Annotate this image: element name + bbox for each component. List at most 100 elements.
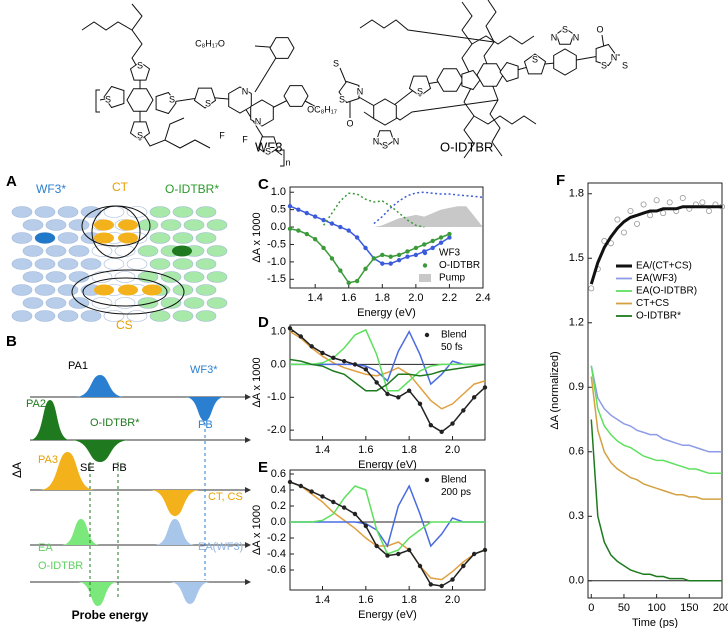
point (397, 552, 401, 556)
atom-label: S (417, 86, 423, 96)
y-tick-label: 0.2 (271, 500, 286, 512)
decor (184, 298, 204, 309)
decor (500, 63, 518, 82)
decor (35, 285, 55, 296)
atom-label: C₈H₁₇O (195, 38, 225, 48)
atom-label: S (339, 94, 345, 104)
decor (173, 311, 193, 322)
point (483, 548, 487, 552)
atom-label: N (573, 32, 580, 42)
decor (46, 272, 66, 283)
point (414, 246, 418, 250)
point (332, 500, 336, 504)
annotation: 200 ps (441, 487, 471, 498)
decor (92, 272, 112, 283)
y-tick-label: 0.6 (569, 446, 584, 458)
point (621, 230, 626, 235)
point (381, 262, 385, 266)
atom-label: N (255, 116, 262, 126)
point (462, 564, 466, 568)
y-axis-label: ΔA x 1000 (251, 212, 263, 262)
point (364, 368, 368, 372)
decor (173, 233, 193, 244)
x-tick-label: 1.8 (402, 594, 417, 606)
y-tick-label: -1.5 (267, 273, 286, 285)
annotation: 50 fs (441, 342, 463, 353)
decor (58, 207, 78, 218)
decor (46, 298, 66, 309)
atom-label: S (265, 146, 271, 156)
label: CS (116, 318, 133, 332)
y-tick-label: 0.0 (271, 516, 286, 528)
decor (23, 272, 43, 283)
point (451, 578, 455, 582)
atom-label: N (373, 136, 380, 146)
point (406, 250, 410, 254)
panel-label: B (6, 333, 17, 350)
point (634, 221, 639, 226)
axis-label: ΔA (10, 462, 24, 478)
decor (245, 437, 251, 443)
decor (140, 130, 210, 148)
decor (58, 259, 78, 270)
x-axis-label: Time (ps) (632, 617, 678, 628)
x-tick-label: 100 (647, 602, 665, 614)
label: O-IDTBR* (90, 417, 140, 429)
decor (35, 311, 55, 322)
decor (474, 116, 536, 124)
legend-label: Pump (439, 273, 466, 284)
decor (207, 220, 227, 231)
point (700, 200, 705, 205)
point (321, 495, 325, 499)
atom-label: S (333, 58, 339, 68)
decor (94, 220, 114, 231)
x-tick-label: 1.4 (315, 594, 330, 606)
decor (35, 233, 55, 244)
x-axis-label: Energy (eV) (357, 307, 416, 319)
point (353, 512, 357, 516)
y-tick-label: 1.8 (569, 188, 584, 200)
label: SE (80, 462, 95, 474)
decor (196, 259, 216, 270)
x-tick-label: 2.0 (445, 444, 460, 456)
point (297, 229, 301, 233)
atom-label: S (601, 60, 607, 70)
point (299, 335, 303, 339)
label: EA (38, 542, 53, 554)
point (397, 258, 401, 262)
legend-swatch (423, 263, 427, 267)
decor (92, 246, 112, 257)
decor (196, 285, 216, 296)
decor (35, 207, 55, 218)
x-tick-label: 1.6 (358, 444, 373, 456)
point (386, 554, 390, 558)
point (310, 490, 314, 494)
point (429, 583, 433, 587)
point (364, 246, 368, 250)
panel-label: C (258, 176, 269, 193)
decor (94, 233, 114, 244)
point (448, 236, 452, 240)
panel-label: F (556, 172, 565, 189)
decor (69, 246, 89, 257)
point (647, 213, 652, 218)
decor (196, 311, 216, 322)
x-tick-label: 2.0 (445, 594, 460, 606)
point (615, 217, 620, 222)
point (322, 218, 326, 222)
decor (554, 49, 577, 75)
decor (477, 64, 503, 87)
point (288, 227, 292, 231)
decor (23, 246, 43, 257)
point (288, 326, 292, 330)
point (654, 198, 659, 203)
decor (82, 22, 132, 30)
point (407, 389, 411, 393)
point (305, 211, 309, 215)
decor (165, 118, 184, 140)
decor (118, 233, 138, 244)
decor (196, 233, 216, 244)
point (339, 225, 343, 229)
point (407, 548, 411, 552)
point (406, 255, 410, 259)
